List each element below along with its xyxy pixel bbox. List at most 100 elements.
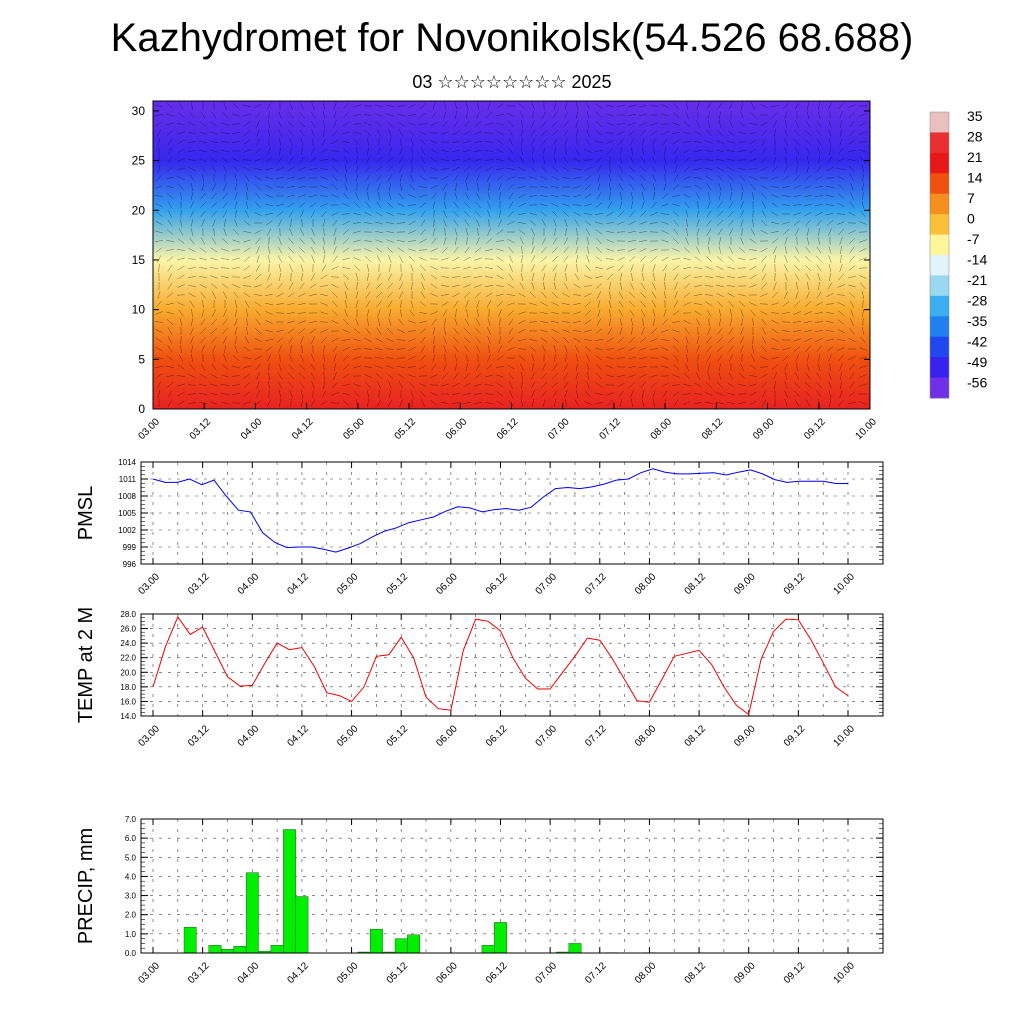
wind-vector <box>323 120 325 128</box>
wind-vector <box>430 374 438 378</box>
wind-vector <box>353 365 361 369</box>
x-tick-label: 05.12 <box>385 571 411 597</box>
wind-vector <box>484 150 494 152</box>
wind-vector <box>828 264 832 272</box>
wind-vector <box>662 318 668 326</box>
y-tick-label: 1011 <box>119 475 137 484</box>
wind-vector <box>729 192 733 200</box>
wind-vector <box>652 282 656 290</box>
colorbar-swatch <box>930 275 949 297</box>
wind-vector <box>298 312 306 314</box>
wind-vector <box>840 245 842 255</box>
wind-vector <box>816 345 822 353</box>
wind-vector <box>419 238 427 244</box>
wind-vector <box>618 337 624 343</box>
wind-vector <box>474 131 482 135</box>
wind-vector <box>605 348 615 350</box>
wind-vector <box>562 211 570 217</box>
wind-vector <box>288 210 294 218</box>
wind-vector <box>750 228 756 236</box>
wind-vector <box>595 347 603 351</box>
wind-vector <box>540 311 548 315</box>
wind-vector <box>453 300 459 308</box>
wind-vector <box>718 372 722 380</box>
wind-vector <box>849 174 855 182</box>
wind-vector <box>574 399 580 407</box>
wind-vector <box>188 166 196 172</box>
wind-vector <box>564 345 568 353</box>
wind-vector <box>850 309 854 317</box>
wind-vector <box>211 363 217 371</box>
wind-vector <box>323 101 325 111</box>
wind-vector <box>862 299 864 309</box>
wind-vector <box>199 131 207 135</box>
wind-vector <box>388 129 392 137</box>
wind-vector <box>190 210 194 218</box>
wind-vector <box>564 264 568 272</box>
wind-vector <box>177 238 185 244</box>
wind-vector <box>443 237 447 245</box>
wind-vector <box>795 165 799 173</box>
wind-vector <box>420 210 426 218</box>
wind-vector <box>551 256 559 262</box>
wind-vector <box>575 381 579 389</box>
wind-vector <box>840 380 842 390</box>
wind-vector <box>629 336 635 344</box>
wind-vector <box>805 219 811 227</box>
wind-vector <box>210 121 218 127</box>
wind-vector <box>212 219 216 227</box>
wind-vector <box>596 372 602 380</box>
wind-vector <box>518 229 526 235</box>
wind-vector <box>575 111 579 119</box>
wind-vector <box>365 327 371 335</box>
wind-vector <box>750 102 756 110</box>
wind-vector <box>243 292 251 298</box>
wind-vector <box>826 338 834 342</box>
wind-vector <box>541 165 547 173</box>
wind-vector <box>861 291 865 299</box>
wind-vector <box>606 374 614 378</box>
wind-vector <box>673 354 679 362</box>
wind-vector <box>520 363 524 371</box>
wind-vector <box>794 372 800 380</box>
wind-vector <box>664 155 666 165</box>
wind-vector <box>674 291 678 299</box>
wind-vector <box>398 255 404 263</box>
wind-vector <box>794 138 800 146</box>
wind-vector <box>166 122 174 126</box>
wind-vector <box>541 291 547 299</box>
wind-vector <box>254 211 262 217</box>
x-tick-label: 06.12 <box>484 571 510 597</box>
wind-vector <box>585 102 591 110</box>
wind-vector <box>191 182 193 192</box>
wind-vector <box>596 363 602 371</box>
wind-vector <box>507 347 515 351</box>
wind-vector <box>484 276 494 278</box>
wind-vector <box>232 131 240 135</box>
heatmap-x-tick-label: 06.00 <box>444 416 470 442</box>
wind-vector <box>363 240 373 242</box>
wind-vector <box>243 373 251 379</box>
wind-vector <box>628 346 636 352</box>
wind-vector <box>705 140 713 144</box>
wind-vector <box>310 372 316 380</box>
x-tick-label: 09.00 <box>732 960 758 986</box>
wind-vector <box>618 300 624 308</box>
wind-vector <box>761 129 767 137</box>
wind-vector <box>331 283 339 289</box>
wind-vector <box>342 266 350 270</box>
wind-vector <box>343 318 349 326</box>
wind-vector <box>496 248 504 252</box>
wind-vector <box>221 401 229 405</box>
wind-vector <box>323 227 325 237</box>
wind-vector <box>475 192 481 200</box>
wind-vector <box>708 363 710 371</box>
y-tick-label: 20.0 <box>120 668 136 677</box>
wind-vector <box>243 391 251 397</box>
wind-vector <box>464 192 470 200</box>
wind-vector <box>859 401 867 405</box>
wind-vector <box>508 201 514 209</box>
wind-vector <box>629 210 635 218</box>
wind-vector <box>749 391 757 397</box>
wind-vector <box>287 121 295 127</box>
